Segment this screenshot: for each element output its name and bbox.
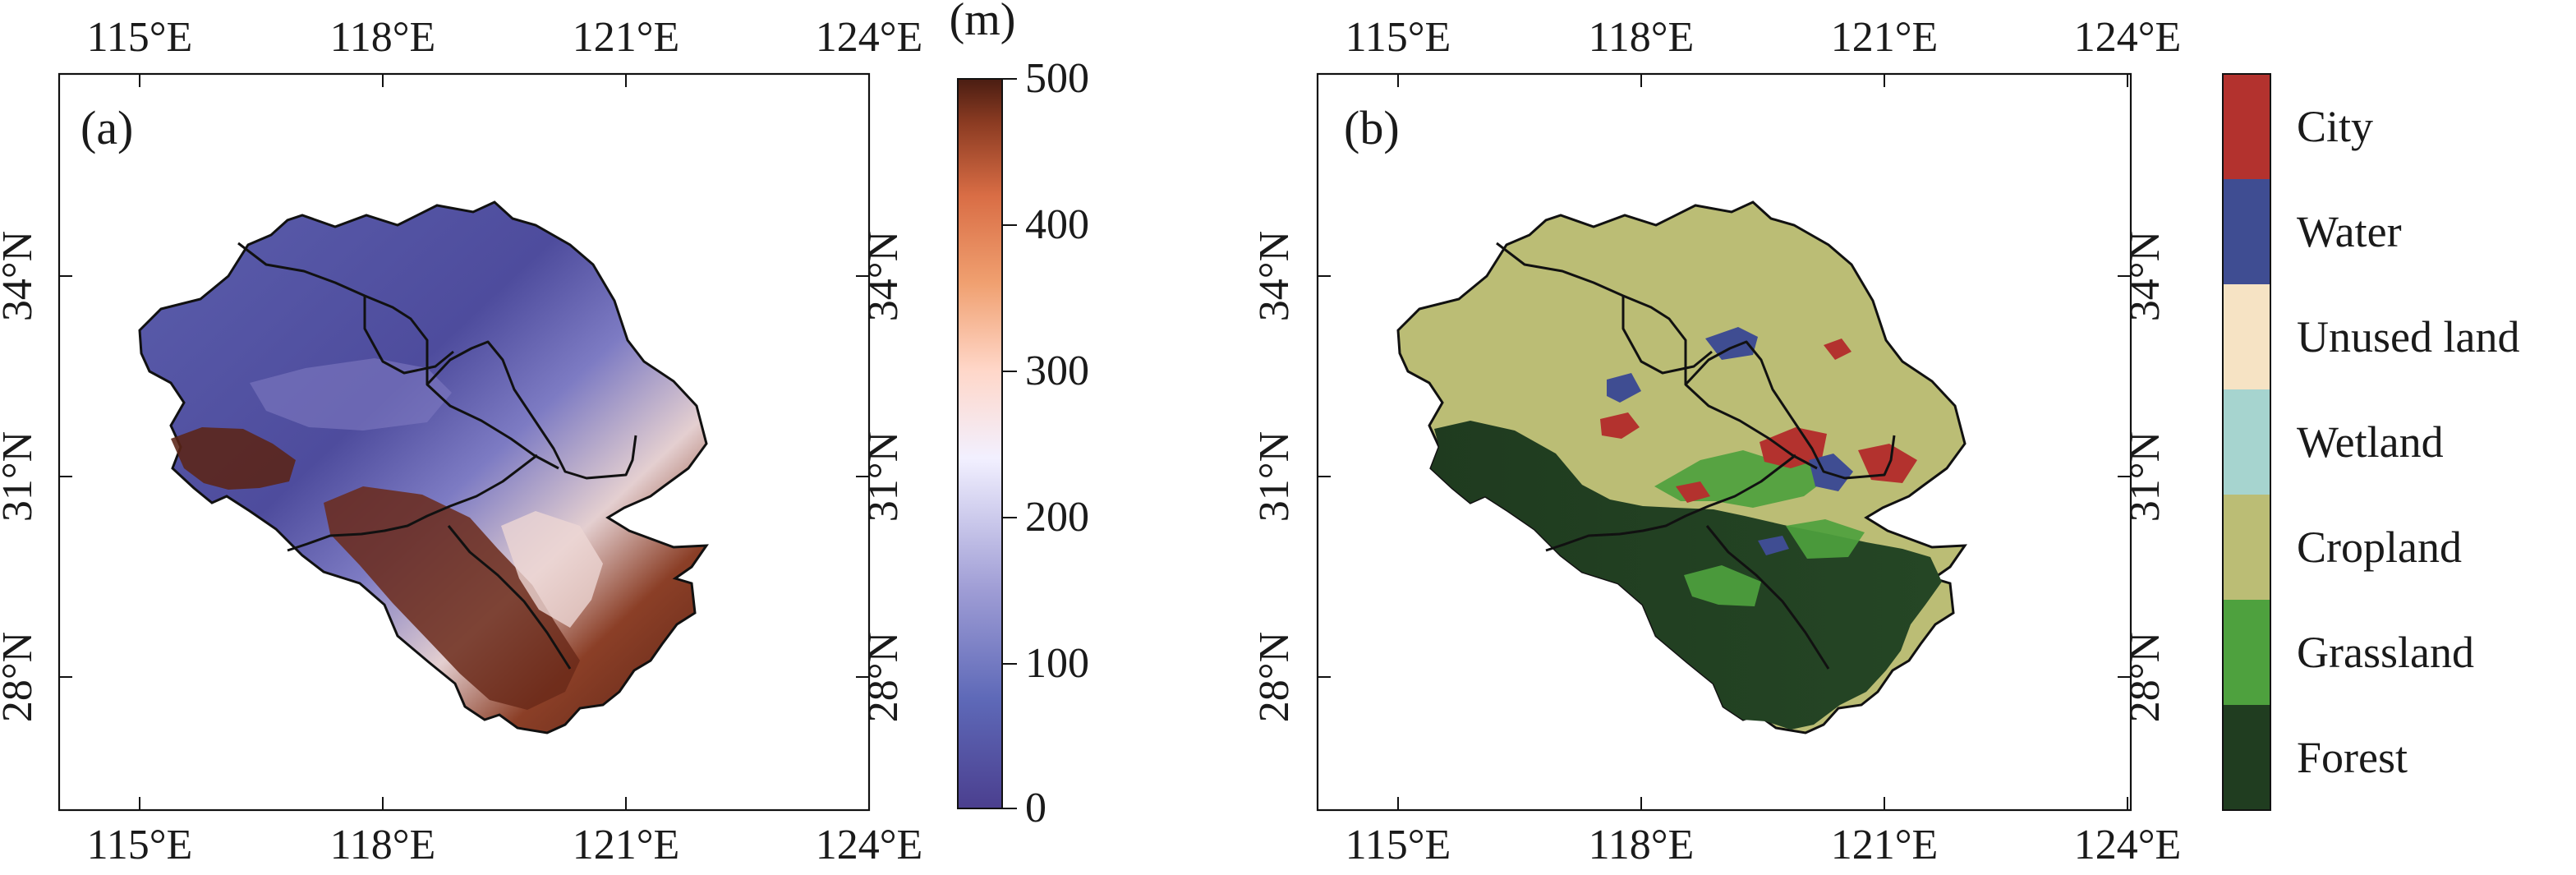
terrain-mountains-west <box>171 427 296 490</box>
colorbar-tick-400: 400 <box>1025 201 1089 248</box>
colorbar-tick-300: 300 <box>1025 348 1089 394</box>
landuse-panel: (b) 115°E 118°E 121°E 124°E 115°E 118°E … <box>1251 14 2181 868</box>
top-tick-118e-b: 118°E <box>1589 14 1695 61</box>
landuse-legend: City Water Unused land Wetland Cropland … <box>2222 73 2519 811</box>
legend-wetland-swatch <box>2223 389 2270 495</box>
top-tick-124e-a: 124°E <box>816 14 923 61</box>
province-boundaries-b <box>1496 242 1896 670</box>
legend-city-label: City <box>2297 102 2373 151</box>
bottom-tick-118e-b: 118°E <box>1589 822 1695 868</box>
legend-water-label: Water <box>2297 207 2402 256</box>
legend-unused-land-label: Unused land <box>2297 312 2519 362</box>
legend-forest-swatch <box>2223 705 2270 810</box>
province-boundaries-a <box>237 242 637 670</box>
legend-wetland-label: Wetland <box>2297 417 2444 467</box>
bottom-tick-124e-a: 124°E <box>816 822 923 868</box>
colorbar-tick-200: 200 <box>1025 494 1089 541</box>
bottom-tick-124e-b: 124°E <box>2074 822 2182 868</box>
top-tick-118e-a: 118°E <box>330 14 436 61</box>
elevation-left-ticks: 34°N 31°N 28°N <box>0 231 72 722</box>
landuse-left-ticks: 34°N 31°N 28°N <box>1251 231 1331 722</box>
elevation-bottom-ticks: 115°E 118°E 121°E 124°E <box>87 797 923 868</box>
bottom-tick-115e-a: 115°E <box>87 822 193 868</box>
legend-unused-land-swatch <box>2223 284 2270 389</box>
bottom-tick-121e-b: 121°E <box>1831 822 1939 868</box>
terrain-mountains-east <box>501 511 603 628</box>
right-tick-31n-a: 31°N <box>860 431 907 522</box>
left-tick-31n-b: 31°N <box>1251 431 1298 522</box>
colorbar-tick-0: 0 <box>1025 785 1046 831</box>
elevation-top-ticks: 115°E 118°E 121°E 124°E <box>87 14 923 87</box>
legend-forest-label: Forest <box>2297 733 2408 782</box>
left-tick-31n-a: 31°N <box>0 431 41 522</box>
left-tick-34n-a: 34°N <box>0 231 41 321</box>
right-tick-34n-b: 34°N <box>2122 231 2169 321</box>
terrain-mountains-south <box>324 486 580 710</box>
legend-grassland-swatch <box>2223 600 2270 705</box>
top-tick-121e-b: 121°E <box>1831 14 1939 61</box>
colorbar-fill <box>957 78 1003 809</box>
left-tick-34n-b: 34°N <box>1251 231 1298 321</box>
colorbar-tick-500: 500 <box>1025 55 1089 102</box>
colorbar-tick-100: 100 <box>1025 640 1089 687</box>
panel-a-label: (a) <box>80 101 133 154</box>
legend-water-swatch <box>2223 179 2270 284</box>
right-tick-28n-b: 28°N <box>2122 632 2169 722</box>
landuse-top-ticks: 115°E 118°E 121°E 124°E <box>1346 14 2182 87</box>
legend-cropland-label: Cropland <box>2297 523 2462 572</box>
legend-cropland-swatch <box>2223 495 2270 600</box>
right-tick-31n-b: 31°N <box>2122 431 2169 522</box>
top-tick-115e-a: 115°E <box>87 14 193 61</box>
landuse-bottom-ticks: 115°E 118°E 121°E 124°E <box>1346 797 2182 868</box>
legend-city-swatch <box>2223 74 2270 179</box>
left-tick-28n-b: 28°N <box>1251 632 1298 722</box>
right-tick-28n-a: 28°N <box>860 632 907 722</box>
terrain-plateau-center <box>250 358 452 431</box>
top-tick-115e-b: 115°E <box>1346 14 1451 61</box>
bottom-tick-115e-b: 115°E <box>1346 822 1451 868</box>
landuse-map-frame <box>1316 72 2132 812</box>
left-tick-28n-a: 28°N <box>0 632 41 722</box>
landuse-right-ticks: 34°N 31°N 28°N <box>2118 231 2169 722</box>
top-tick-124e-b: 124°E <box>2074 14 2182 61</box>
panel-b-label: (b) <box>1344 101 1400 154</box>
legend-grassland-label: Grassland <box>2297 628 2474 677</box>
top-tick-121e-a: 121°E <box>573 14 680 61</box>
elevation-panel: (a) 115°E 118°E 121°E 124°E 115°E 118°E … <box>0 14 922 868</box>
elevation-right-ticks: 34°N 31°N 28°N <box>856 231 907 722</box>
elevation-map-frame <box>58 72 871 812</box>
bottom-tick-121e-a: 121°E <box>573 822 680 868</box>
right-tick-34n-a: 34°N <box>860 231 907 321</box>
grassland-patches <box>1654 450 1865 606</box>
bottom-tick-118e-a: 118°E <box>330 822 436 868</box>
colorbar-unit: (m) <box>950 0 1016 45</box>
elevation-colorbar: (m) 500 400 300 200 100 0 <box>950 0 1089 831</box>
